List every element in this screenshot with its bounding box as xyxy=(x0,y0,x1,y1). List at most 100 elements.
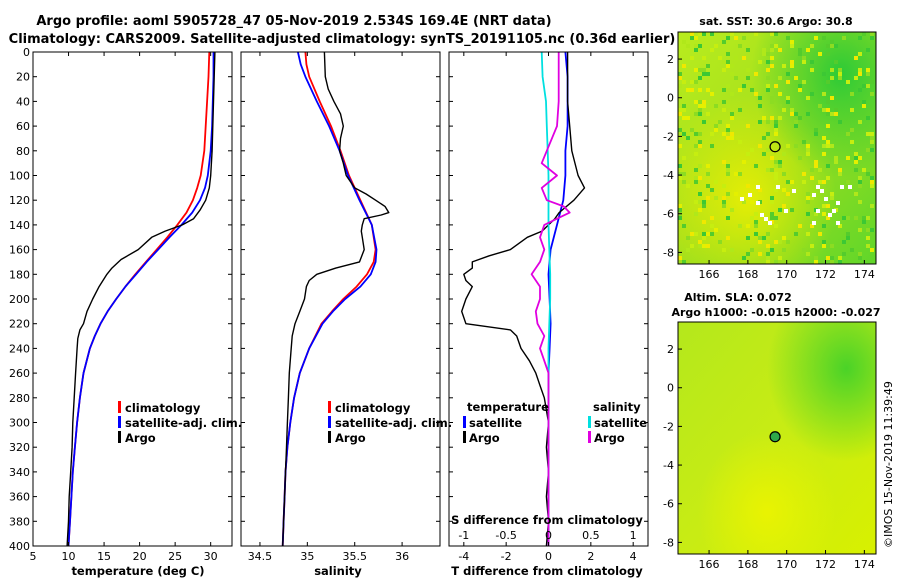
sst-map-pixel xyxy=(766,84,770,88)
sst-map-cloud-pixel xyxy=(760,213,764,217)
sst-map-pixel xyxy=(694,152,698,156)
legend-swatch-satellite xyxy=(118,416,121,428)
sst-map-pixel xyxy=(806,232,810,236)
sst-map-pixel xyxy=(766,252,770,256)
sst-map-pixel xyxy=(870,176,874,180)
sst-map-pixel xyxy=(686,44,690,48)
title-line-1: Argo profile: aoml 5905728_47 05-Nov-201… xyxy=(36,14,551,29)
sst-map-pixel xyxy=(806,144,810,148)
sst-map-pixel xyxy=(858,176,862,180)
sst-map-pixel xyxy=(830,76,834,80)
sst-map-pixel xyxy=(682,224,686,228)
sst-map-pixel xyxy=(774,176,778,180)
sst-map-pixel xyxy=(706,244,710,248)
sst-map-pixel xyxy=(722,196,726,200)
sst-map-pixel xyxy=(770,56,774,60)
sst-map-pixel xyxy=(706,72,710,76)
sst-map-pixel xyxy=(810,92,814,96)
sst-map-pixel xyxy=(870,92,874,96)
sst-map-cloud-pixel xyxy=(816,185,820,189)
sst-map-pixel xyxy=(858,52,862,56)
difference-top-xlabel: S difference from climatology xyxy=(451,513,643,527)
legend-swatch-s-argo xyxy=(588,431,591,443)
sst-map-pixel xyxy=(866,68,870,72)
sst-map-pixel xyxy=(766,260,770,264)
sst-map-pixel xyxy=(686,136,690,140)
sst-map-pixel xyxy=(726,168,730,172)
sst-map-pixel xyxy=(746,124,750,128)
sst-map-pixel xyxy=(754,220,758,224)
sst-map-pixel xyxy=(774,188,778,192)
sst-map-pixel xyxy=(698,76,702,80)
sst-map-pixel xyxy=(678,164,682,168)
map-y-tick-label: -8 xyxy=(663,246,674,259)
x-tick-label: 0 xyxy=(545,550,552,563)
sst-map-pixel xyxy=(734,56,738,60)
sst-map-pixel xyxy=(870,148,874,152)
sst-map-pixel xyxy=(734,172,738,176)
sst-map-pixel xyxy=(778,240,782,244)
sst-map-pixel xyxy=(854,216,858,220)
sst-map-pixel xyxy=(678,256,682,260)
sst-map-pixel xyxy=(802,80,806,84)
sst-map-pixel xyxy=(750,200,754,204)
sst-map-pixel xyxy=(774,224,778,228)
sst-map-pixel xyxy=(794,124,798,128)
sst-map-pixel xyxy=(766,232,770,236)
sst-map-pixel xyxy=(870,180,874,184)
sst-map-pixel xyxy=(694,168,698,172)
sst-map-pixel xyxy=(738,108,742,112)
sst-map-pixel xyxy=(678,176,682,180)
sst-map-pixel xyxy=(834,112,838,116)
sst-map-cloud-pixel xyxy=(836,221,840,225)
sst-map-pixel xyxy=(722,200,726,204)
sst-map-pixel xyxy=(710,224,714,228)
sla-map-title-1: Altim. SLA: 0.072 xyxy=(684,291,791,304)
y-tick-label: 200 xyxy=(9,293,30,306)
sst-map-pixel xyxy=(794,232,798,236)
sst-map-pixel xyxy=(774,120,778,124)
sst-map-pixel xyxy=(798,88,802,92)
sst-map-pixel xyxy=(682,132,686,136)
sst-map-pixel xyxy=(726,192,730,196)
sst-map-pixel xyxy=(678,216,682,220)
sst-map-pixel xyxy=(790,64,794,68)
sst-map-pixel xyxy=(726,172,730,176)
salinity-plot-frame xyxy=(240,51,441,547)
sst-map-pixel xyxy=(782,172,786,176)
map-y-tick-label: 2 xyxy=(667,343,674,356)
sst-map-pixel xyxy=(738,224,742,228)
sst-map-pixel xyxy=(806,196,810,200)
sst-map-pixel xyxy=(810,196,814,200)
sst-map-pixel xyxy=(786,144,790,148)
sst-map-pixel xyxy=(770,212,774,216)
legend-swatch-climatology xyxy=(328,401,331,413)
sst-map-pixel xyxy=(778,208,782,212)
legend-label-s-argo: Argo xyxy=(594,431,625,445)
sst-map-pixel xyxy=(818,232,822,236)
sst-map-pixel xyxy=(766,168,770,172)
series-line-s-argo xyxy=(530,52,571,546)
sst-map-pixel xyxy=(726,64,730,68)
sst-map-pixel xyxy=(834,108,838,112)
sst-map-pixel xyxy=(710,144,714,148)
sst-map-pixel xyxy=(778,256,782,260)
sst-map-pixel xyxy=(750,248,754,252)
sst-map-pixel xyxy=(778,92,782,96)
sst-map-pixel xyxy=(798,224,802,228)
map-x-tick-label: 166 xyxy=(699,558,720,571)
sst-map-cloud-pixel xyxy=(792,189,796,193)
sst-map-pixel xyxy=(702,220,706,224)
sst-map-pixel xyxy=(838,76,842,80)
sst-map-pixel xyxy=(830,256,834,260)
y-tick-label: 160 xyxy=(9,244,30,257)
sst-map-pixel xyxy=(682,80,686,84)
sst-map-pixel xyxy=(826,256,830,260)
sst-map-pixel xyxy=(822,36,826,40)
sst-map-cloud-pixel xyxy=(784,209,788,213)
sst-map-pixel xyxy=(690,32,694,36)
y-tick-label: 40 xyxy=(16,95,30,108)
sst-map-pixel xyxy=(822,72,826,76)
legend-label-climatology: climatology xyxy=(335,401,411,415)
